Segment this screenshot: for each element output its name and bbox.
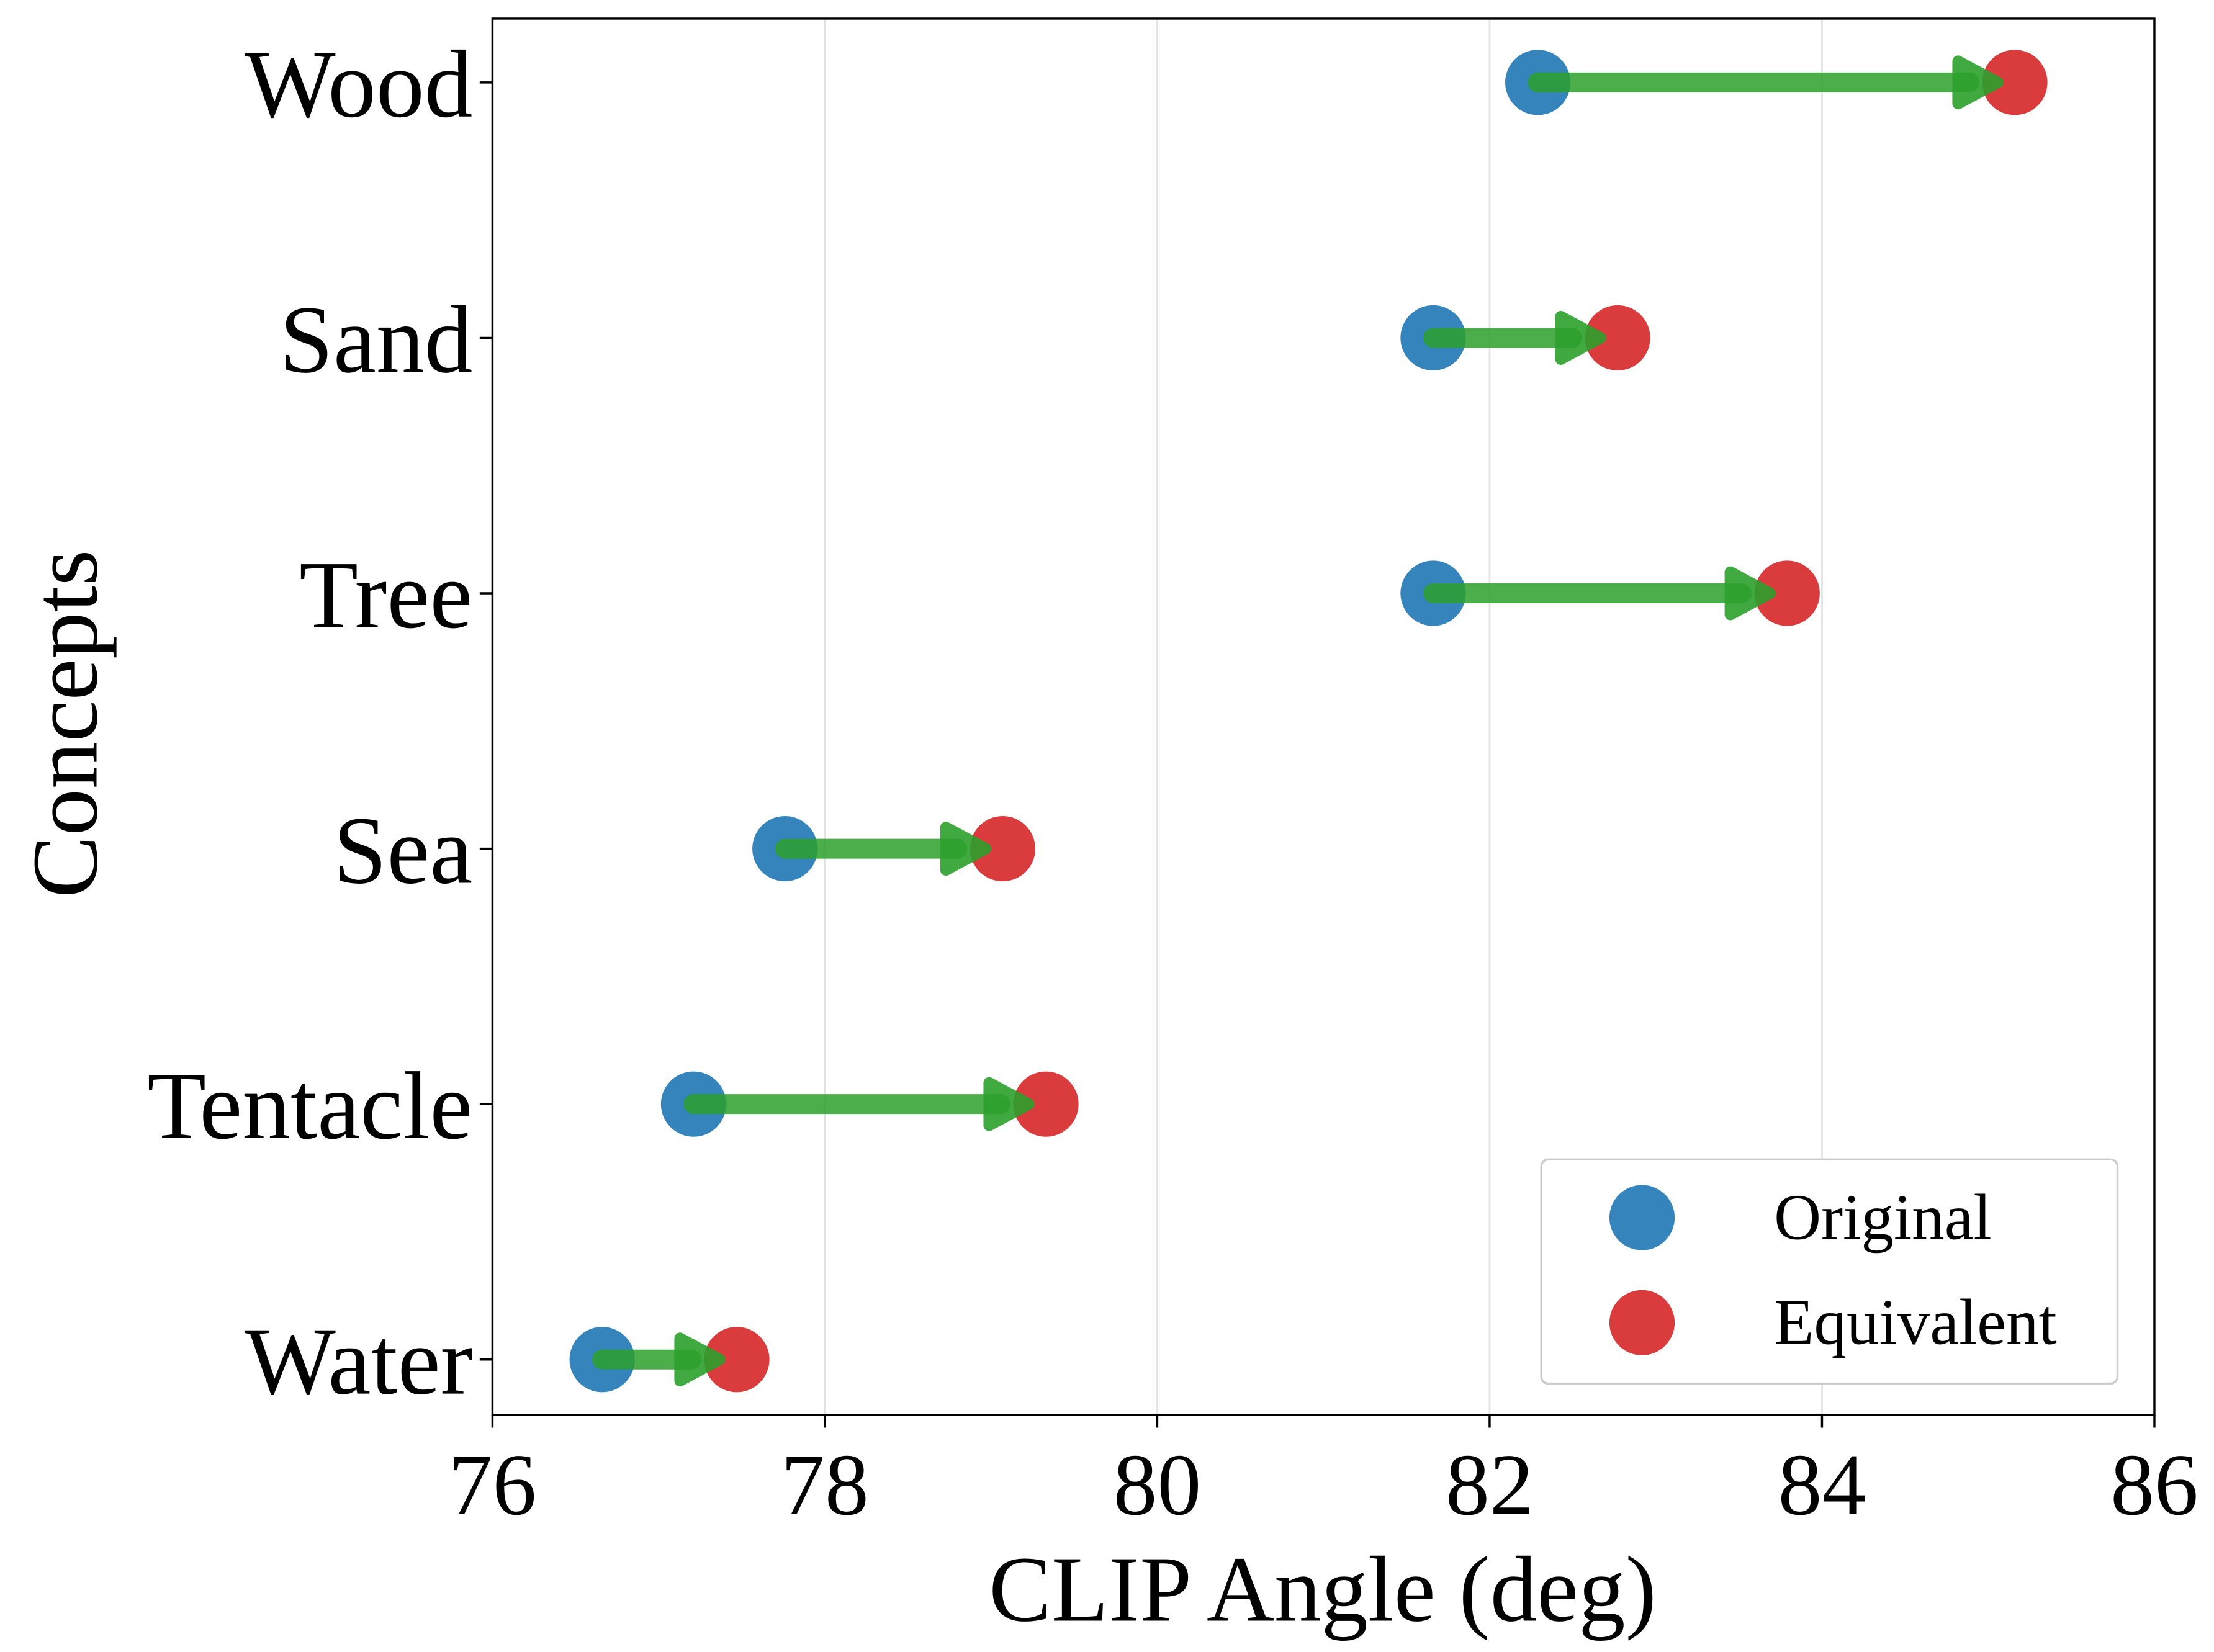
equivalent-point — [704, 1327, 770, 1393]
x-axis: 76 78 80 82 84 86 — [449, 1414, 2198, 1533]
legend-label-equivalent: Equivalent — [1774, 1286, 2057, 1358]
plot-frame — [491, 17, 2156, 1416]
x-tick-label: 86 — [2110, 1436, 2198, 1533]
shift-arrow-head — [1952, 55, 2004, 110]
chart-marks — [569, 50, 2048, 1393]
x-axis-label: CLIP Angle (deg) — [989, 1537, 1657, 1641]
y-tick-label: Tree — [299, 541, 472, 649]
legend-marker-equivalent — [1609, 1290, 1675, 1355]
legend-marker-original — [1609, 1185, 1675, 1250]
shift-arrow-head — [1555, 310, 1606, 365]
y-axis: Wood Sand Tree Sea Tentacle Water — [147, 30, 493, 1415]
equivalent-point — [1585, 305, 1650, 371]
legend-frame — [1540, 1158, 2119, 1385]
y-tick-label: Wood — [245, 30, 472, 138]
x-tick-label: 78 — [781, 1436, 869, 1533]
shift-arrow-head — [674, 1332, 726, 1387]
equivalent-point — [1013, 1071, 1079, 1137]
x-tick-label: 76 — [449, 1436, 537, 1533]
legend: Original Equivalent — [1540, 1158, 2119, 1385]
shift-arrow-head — [1724, 566, 1776, 621]
shift-arrow-head — [983, 1077, 1035, 1131]
legend-label-original: Original — [1774, 1180, 1992, 1253]
shift-arrow-head — [940, 822, 992, 876]
x-tick-label: 82 — [1446, 1436, 1534, 1533]
x-tick-label: 80 — [1114, 1436, 1202, 1533]
y-tick-label: Sea — [333, 796, 472, 904]
y-tick-label: Sand — [279, 285, 472, 393]
equivalent-point — [1754, 560, 1820, 626]
y-tick-label: Water — [245, 1308, 472, 1415]
equivalent-point — [970, 815, 1036, 882]
equivalent-point — [1982, 50, 2048, 115]
y-axis-label: Concepts — [13, 550, 117, 899]
x-tick-label: 84 — [1778, 1436, 1866, 1533]
y-tick-label: Tentacle — [147, 1052, 472, 1159]
